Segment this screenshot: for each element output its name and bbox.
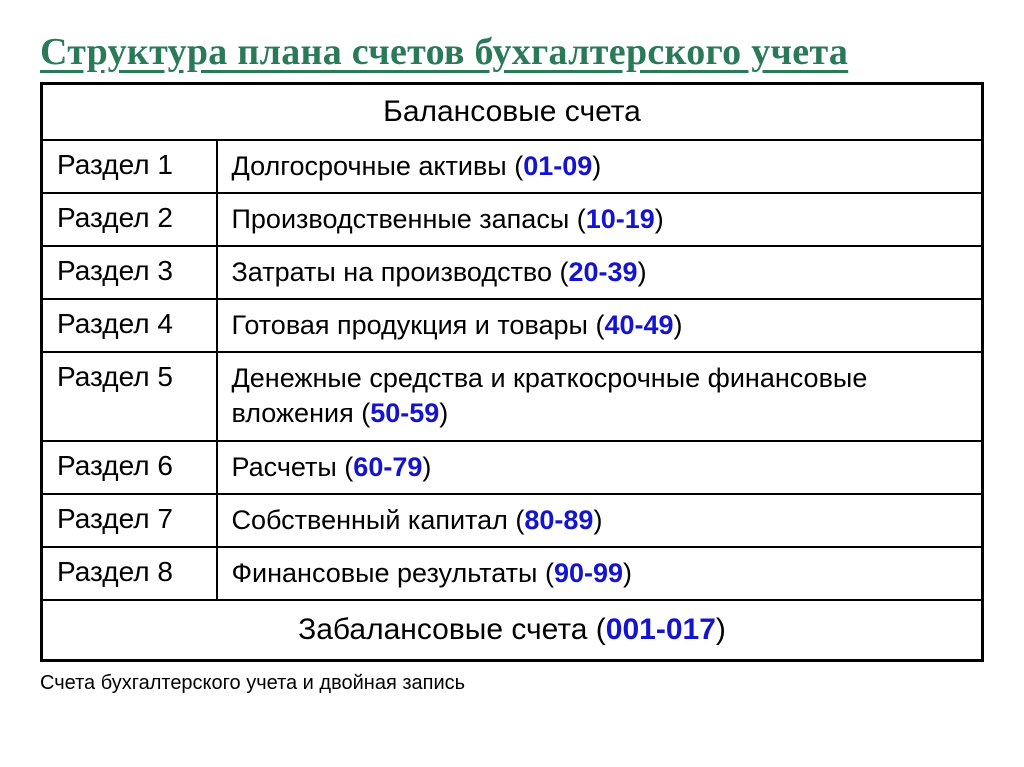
paren-close: ) bbox=[674, 310, 683, 340]
paren-open: ( bbox=[596, 613, 606, 646]
desc-cell: Готовая продукция и товары (40-49) bbox=[217, 299, 983, 352]
paren-close: ) bbox=[655, 204, 664, 234]
footer-text: Забалансовые счета bbox=[298, 613, 596, 646]
section-cell: Раздел 8 bbox=[42, 547, 217, 600]
desc-text: Расчеты bbox=[232, 452, 345, 482]
desc-cell: Денежные средства и краткосрочные финанс… bbox=[217, 352, 983, 440]
section-cell: Раздел 6 bbox=[42, 441, 217, 494]
account-range: 50-59 bbox=[370, 398, 439, 428]
paren-open: ( bbox=[514, 151, 523, 181]
desc-text: Денежные средства и краткосрочные финанс… bbox=[232, 363, 868, 428]
account-range: 60-79 bbox=[353, 452, 422, 482]
table-header-row: Балансовые счета bbox=[42, 84, 983, 141]
table-row: Раздел 4 Готовая продукция и товары (40-… bbox=[42, 299, 983, 352]
desc-text: Затраты на производство bbox=[232, 257, 560, 287]
desc-text: Готовая продукция и товары bbox=[232, 310, 596, 340]
desc-cell: Расчеты (60-79) bbox=[217, 441, 983, 494]
account-range: 01-09 bbox=[523, 151, 592, 181]
table-footer-row: Забалансовые счета (001-017) bbox=[42, 600, 983, 661]
paren-close: ) bbox=[638, 257, 647, 287]
desc-cell: Производственные запасы (10-19) bbox=[217, 193, 983, 246]
table-footer-cell: Забалансовые счета (001-017) bbox=[42, 600, 983, 661]
paren-open: ( bbox=[361, 398, 370, 428]
paren-open: ( bbox=[577, 204, 586, 234]
desc-cell: Собственный капитал (80-89) bbox=[217, 494, 983, 547]
table-row: Раздел 1 Долгосрочные активы (01-09) bbox=[42, 140, 983, 193]
desc-cell: Финансовые результаты (90-99) bbox=[217, 547, 983, 600]
desc-cell: Затраты на производство (20-39) bbox=[217, 246, 983, 299]
section-cell: Раздел 2 bbox=[42, 193, 217, 246]
table-row: Раздел 8 Финансовые результаты (90-99) bbox=[42, 547, 983, 600]
section-cell: Раздел 7 bbox=[42, 494, 217, 547]
paren-open: ( bbox=[344, 452, 353, 482]
table-row: Раздел 6 Расчеты (60-79) bbox=[42, 441, 983, 494]
table-row: Раздел 2 Производственные запасы (10-19) bbox=[42, 193, 983, 246]
paren-close: ) bbox=[716, 613, 726, 646]
section-cell: Раздел 5 bbox=[42, 352, 217, 440]
section-cell: Раздел 3 bbox=[42, 246, 217, 299]
table-row: Раздел 3 Затраты на производство (20-39) bbox=[42, 246, 983, 299]
paren-close: ) bbox=[623, 558, 632, 588]
paren-open: ( bbox=[560, 257, 569, 287]
account-range: 80-89 bbox=[524, 505, 593, 535]
desc-text: Долгосрочные активы bbox=[232, 151, 515, 181]
desc-text: Собственный капитал bbox=[232, 505, 516, 535]
desc-text: Производственные запасы bbox=[232, 204, 577, 234]
accounts-table: Балансовые счета Раздел 1 Долгосрочные а… bbox=[40, 82, 984, 662]
desc-cell: Долгосрочные активы (01-09) bbox=[217, 140, 983, 193]
account-range: 90-99 bbox=[554, 558, 623, 588]
section-cell: Раздел 4 bbox=[42, 299, 217, 352]
page-title: Структура плана счетов бухгалтерского уч… bbox=[40, 30, 984, 74]
account-range: 20-39 bbox=[569, 257, 638, 287]
caption: Счета бухгалтерского учета и двойная зап… bbox=[40, 670, 984, 697]
paren-close: ) bbox=[439, 398, 448, 428]
section-cell: Раздел 1 bbox=[42, 140, 217, 193]
paren-open: ( bbox=[545, 558, 554, 588]
paren-close: ) bbox=[422, 452, 431, 482]
paren-close: ) bbox=[592, 151, 601, 181]
footer-range: 001-017 bbox=[606, 613, 716, 646]
table-row: Раздел 7 Собственный капитал (80-89) bbox=[42, 494, 983, 547]
account-range: 40-49 bbox=[604, 310, 673, 340]
desc-text: Финансовые результаты bbox=[232, 558, 545, 588]
paren-close: ) bbox=[593, 505, 602, 535]
table-header-cell: Балансовые счета bbox=[42, 84, 983, 141]
account-range: 10-19 bbox=[586, 204, 655, 234]
table-row: Раздел 5 Денежные средства и краткосрочн… bbox=[42, 352, 983, 440]
